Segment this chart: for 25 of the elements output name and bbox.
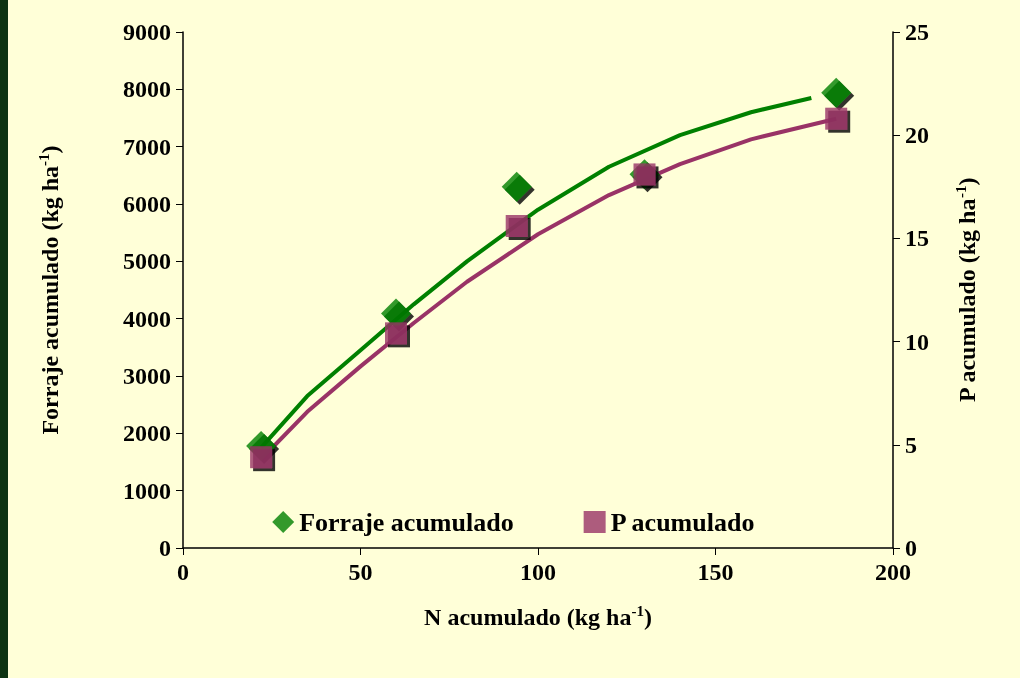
legend-label: Forraje acumulado xyxy=(299,507,514,537)
x-tick-label: 200 xyxy=(875,559,911,585)
x-tick-label: 100 xyxy=(520,559,556,585)
y-axis-title: Forraje acumulado (kg ha-1) xyxy=(35,145,63,435)
y-tick-label: 3000 xyxy=(123,363,171,389)
y2-tick-label: 15 xyxy=(905,225,929,252)
y-tick-label: 1000 xyxy=(123,477,171,504)
y-tick-label: 6000 xyxy=(123,191,171,217)
y2-tick-label: 0 xyxy=(905,535,917,561)
y-tick-label: 2000 xyxy=(123,420,171,447)
y2-tick-label: 25 xyxy=(905,19,929,45)
y2-tick-label: 20 xyxy=(905,122,929,149)
y-tick-label: 8000 xyxy=(123,76,171,103)
y-tick-label: 9000 xyxy=(123,19,171,45)
y2-tick-label: 10 xyxy=(905,328,929,355)
y-tick-label: 5000 xyxy=(123,248,171,275)
y2-axis-title: P acumulado (kg ha-1) xyxy=(952,177,980,402)
x-tick-label: 50 xyxy=(348,559,373,585)
y-tick-label: 0 xyxy=(159,535,171,561)
y2-tick-label: 5 xyxy=(905,431,917,458)
legend-label: P acumulado xyxy=(610,507,755,537)
x-tick-label: 150 xyxy=(697,559,734,585)
y-tick-label: 7000 xyxy=(123,133,171,160)
x-tick-label: 0 xyxy=(177,559,189,585)
y-tick-label: 4000 xyxy=(123,305,171,332)
